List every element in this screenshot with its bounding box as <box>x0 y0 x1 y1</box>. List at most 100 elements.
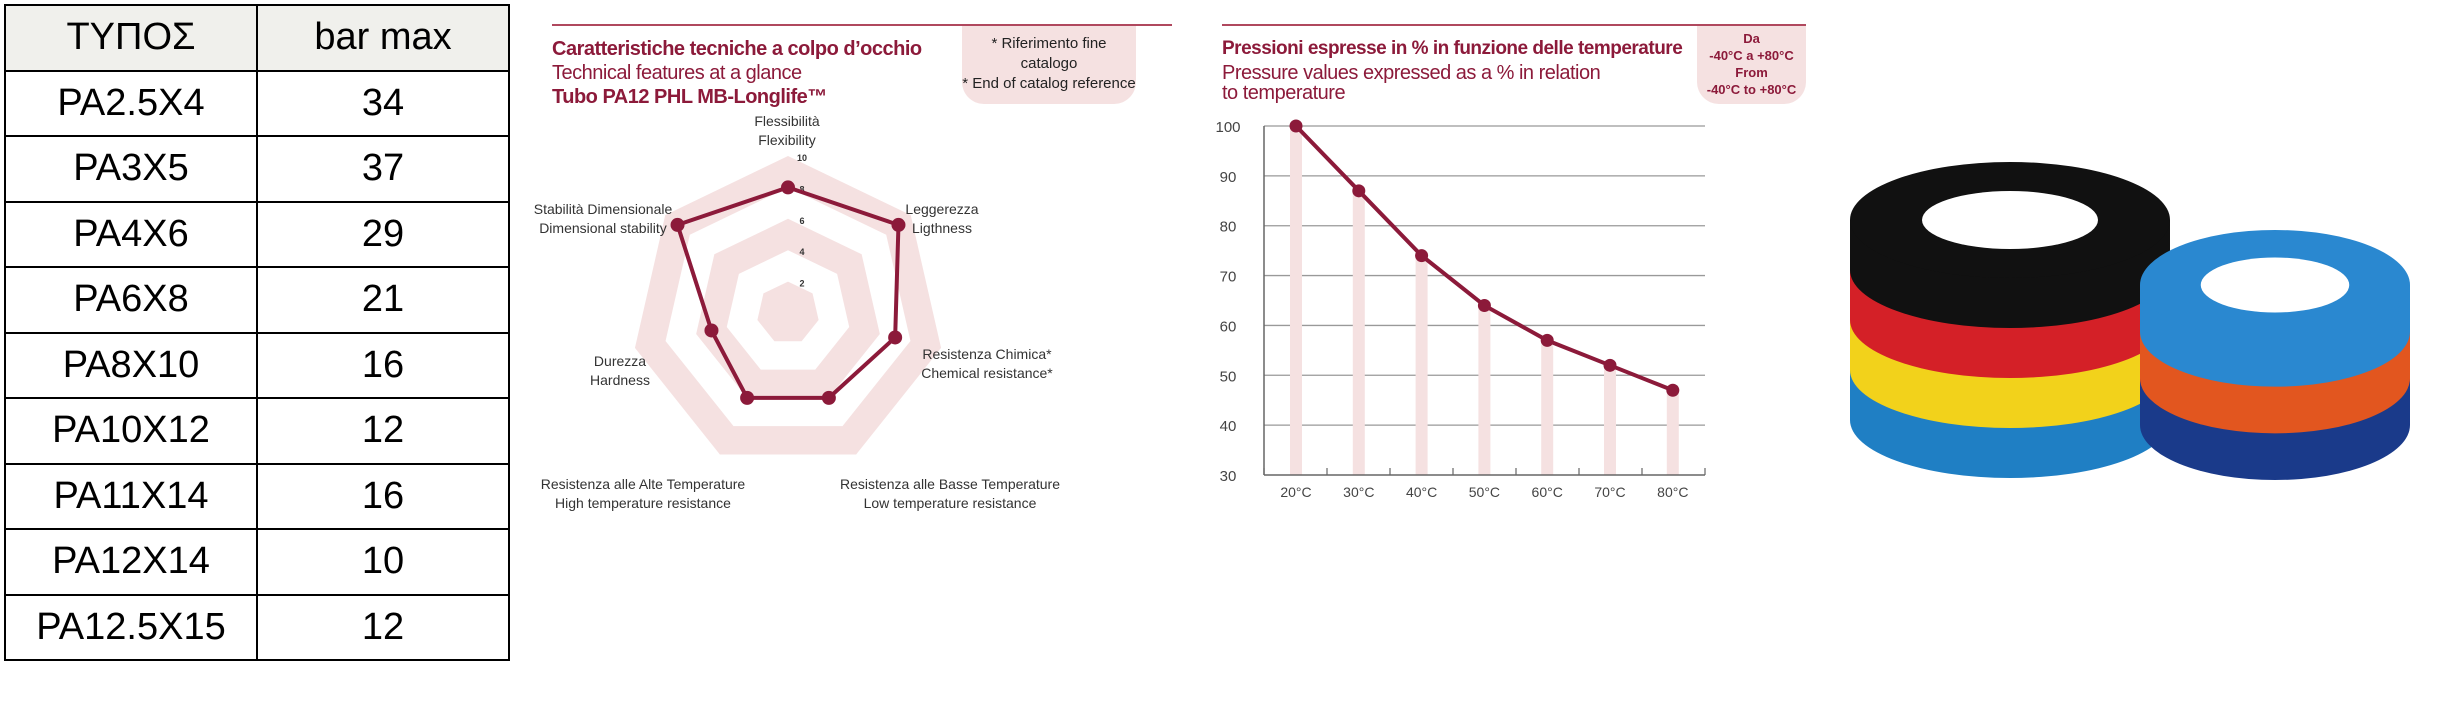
axis-label-it: Flessibilità <box>754 113 820 129</box>
table-row: PA4X6 29 <box>4 200 510 268</box>
axis-label-en: Flexibility <box>758 132 816 148</box>
y-tick-label: 80 <box>1220 219 1237 236</box>
axis-label-en: High temperature resistance <box>555 495 731 511</box>
y-tick-label: 70 <box>1220 269 1237 286</box>
data-point <box>1603 358 1617 372</box>
axis-label-it: Resistenza Chimica* <box>922 346 1052 362</box>
bar-max-cell: 37 <box>256 135 510 203</box>
radar-title-it: Caratteristiche tecniche a colpo d’occhi… <box>552 38 922 60</box>
note-it: * Riferimento fine catalogo <box>991 35 1107 72</box>
radar-tick-label: 2 <box>799 279 804 289</box>
table-row: PA2.5X4 34 <box>4 69 510 137</box>
line-panel: Pressioni espresse in % in funzione dell… <box>1222 24 1806 124</box>
data-point <box>1477 298 1491 312</box>
type-cell: PA11X14 <box>4 462 258 530</box>
pressure-table: ΤΥΠΟΣ bar max PA2.5X4 34 PA3X5 37 PA4X6 29 PA6X… <box>4 4 510 661</box>
column-header: bar max <box>256 4 510 72</box>
radar-tick-label: 10 <box>797 153 807 163</box>
value-bar <box>1352 190 1365 476</box>
value-bar <box>1478 305 1491 475</box>
radar-axis-label: Leggerezza Ligthness <box>905 200 978 238</box>
y-tick-label: 60 <box>1220 318 1237 335</box>
value-bar <box>1541 340 1554 475</box>
table-row: PA6X8 21 <box>4 266 510 334</box>
line-chart: 30 40 50 60 70 80 90 100 20°C 30°C 40°C 50°C 60°C 70°… <box>1215 119 1706 500</box>
type-cell: PA10X12 <box>4 397 258 465</box>
line-title-en-1: Pressure values expressed as a % in rela… <box>1222 62 1601 84</box>
table-row: PA11X14 16 <box>4 462 510 530</box>
type-cell: PA4X6 <box>4 200 258 268</box>
radar-title-en: Technical features at a glance <box>552 62 802 84</box>
axis-label-it: Resistenza alle Alte Temperature <box>540 476 746 492</box>
radar-panel: Caratteristiche tecniche a colpo d’occhi… <box>552 24 1172 624</box>
table-row: PA10X12 12 <box>4 397 510 465</box>
x-tick-label: 40°C <box>1406 484 1437 500</box>
radar-axis-label: Flessibilità Flexibility <box>754 112 819 150</box>
y-tick-label: 90 <box>1220 169 1237 186</box>
radar-point <box>781 180 795 195</box>
radar-point <box>740 390 755 405</box>
x-tick-label: 80°C <box>1657 484 1688 500</box>
type-cell: PA2.5X4 <box>4 69 258 137</box>
type-cell: PA12X14 <box>4 528 258 596</box>
bar-max-cell: 21 <box>256 266 510 334</box>
radar-tick-label: 6 <box>799 216 804 226</box>
value-bar <box>1604 365 1616 475</box>
type-cell: PA3X5 <box>4 135 258 203</box>
bar-max-cell: 12 <box>256 397 510 465</box>
radar-tick-label: 4 <box>799 247 804 257</box>
radar-tick-label: 8 <box>799 184 804 194</box>
axis-label-it: Durezza <box>593 353 647 369</box>
radar-point <box>821 390 836 405</box>
type-cell: PA8X10 <box>4 331 258 399</box>
bar-max-cell: 16 <box>256 462 510 530</box>
data-point <box>1352 184 1366 198</box>
axis-label-it: Stabilità Dimensionale <box>533 201 673 217</box>
value-bar <box>1666 390 1679 475</box>
data-point <box>1415 249 1429 263</box>
data-point <box>1289 119 1303 133</box>
x-tick-label: 20°C <box>1280 484 1311 500</box>
bar-max-cell: 29 <box>256 200 510 268</box>
radar-chart: 2 4 6 8 10 <box>634 153 942 455</box>
radar-axis-label: Durezza Hardness <box>590 352 650 390</box>
table-row: PA12X14 10 <box>4 528 510 596</box>
y-tick-label: 30 <box>1220 468 1237 485</box>
data-point <box>1666 383 1680 397</box>
type-cell: PA6X8 <box>4 266 258 334</box>
x-tick-label: 50°C <box>1469 484 1500 500</box>
line-title-en-2: to temperature <box>1222 82 1346 104</box>
bar-max-cell: 10 <box>256 528 510 596</box>
axis-label-en: Ligthness <box>912 220 972 236</box>
type-cell: PA12.5X15 <box>4 593 258 661</box>
axis-label-it: Resistenza alle Basse Temperature <box>840 476 1060 492</box>
radar-point <box>670 217 685 232</box>
value-bar <box>1290 126 1302 475</box>
axis-label-it: Leggerezza <box>905 201 979 217</box>
radar-axis-label: Stabilità Dimensionale Dimensional stabil… <box>534 200 673 238</box>
table-row: PA3X5 37 <box>4 135 510 203</box>
range-it-1: Da <box>1743 31 1760 46</box>
range-en-2: -40°C to +80°C <box>1706 82 1797 97</box>
axis-label-en: Chemical resistance* <box>921 365 1053 381</box>
radar-product: Tubo PA12 PHL MB-Longlife™ <box>552 86 827 108</box>
x-tick-label: 30°C <box>1343 484 1374 500</box>
column-header: ΤΥΠΟΣ <box>4 4 258 72</box>
radar-point <box>891 217 906 232</box>
table-header: ΤΥΠΟΣ bar max <box>4 4 510 72</box>
y-tick-label: 50 <box>1220 368 1237 385</box>
header-rule <box>1222 24 1806 26</box>
bar-max-cell: 16 <box>256 331 510 399</box>
radar-series-line <box>675 185 901 400</box>
bar-max-cell: 12 <box>256 593 510 661</box>
small-coil-hole <box>2200 257 2350 313</box>
value-bar <box>1415 255 1428 475</box>
radar-axis-label: Resistenza alle Alte Temperature High tem… <box>541 475 745 513</box>
bar-max-cell: 34 <box>256 69 510 137</box>
header-rule <box>552 24 1172 26</box>
radar-axis-label: Resistenza Chimica* Chemical resistance* <box>921 345 1053 383</box>
axis-label-en: Hardness <box>590 372 650 388</box>
data-point <box>1540 333 1554 347</box>
radar-ring <box>757 281 819 342</box>
range-it-2: -40°C a +80°C <box>1709 48 1794 63</box>
